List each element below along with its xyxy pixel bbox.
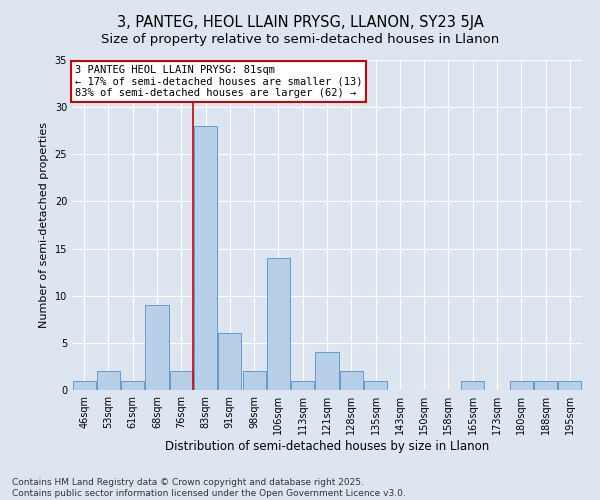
Bar [559,380,581,390]
Bar [340,371,363,390]
Bar [97,371,120,390]
Bar [291,380,314,390]
Text: 3, PANTEG, HEOL LLAIN PRYSG, LLANON, SY23 5JA: 3, PANTEG, HEOL LLAIN PRYSG, LLANON, SY2… [116,15,484,30]
Bar [364,380,387,390]
Bar [510,380,533,390]
Bar [218,334,241,390]
Bar [121,380,144,390]
Text: Size of property relative to semi-detached houses in Llanon: Size of property relative to semi-detach… [101,32,499,46]
Bar [267,258,290,390]
Text: 3 PANTEG HEOL LLAIN PRYSG: 81sqm
← 17% of semi-detached houses are smaller (13)
: 3 PANTEG HEOL LLAIN PRYSG: 81sqm ← 17% o… [74,65,362,98]
Text: Contains HM Land Registry data © Crown copyright and database right 2025.
Contai: Contains HM Land Registry data © Crown c… [12,478,406,498]
Bar [534,380,557,390]
Y-axis label: Number of semi-detached properties: Number of semi-detached properties [39,122,49,328]
X-axis label: Distribution of semi-detached houses by size in Llanon: Distribution of semi-detached houses by … [165,440,489,452]
Bar [145,305,169,390]
Bar [316,352,338,390]
Bar [170,371,193,390]
Bar [194,126,217,390]
Bar [73,380,95,390]
Bar [461,380,484,390]
Bar [242,371,266,390]
